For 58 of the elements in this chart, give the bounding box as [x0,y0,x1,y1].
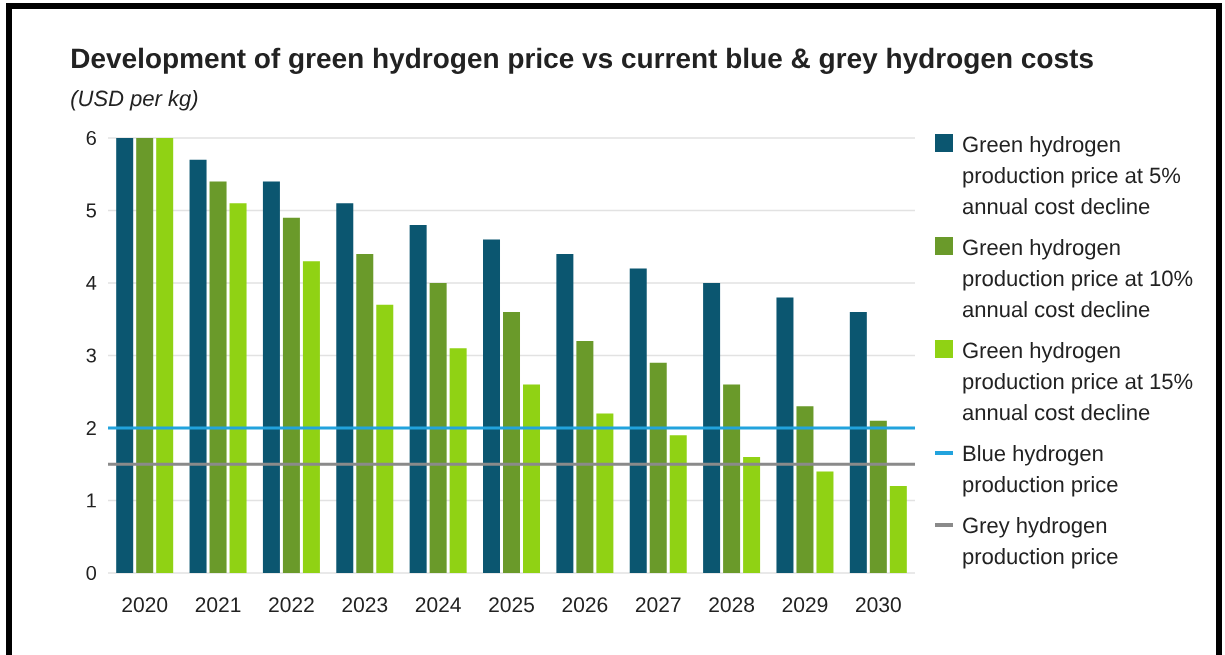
x-tick-label: 2026 [562,597,608,613]
bar [576,340,594,573]
legend-label: Grey hydrogen production price [963,517,1118,569]
chart-subtitle: (USD per kg) [71,90,198,111]
bar [816,471,834,573]
x-tick-label: 2025 [489,597,534,613]
bar [596,413,614,573]
x-tick-label: 2023 [342,597,388,613]
y-tick-label: 5 [86,203,96,218]
bar [409,224,427,573]
y-tick-label: 3 [86,348,96,363]
legend-label: Blue hydrogen production price [963,445,1118,497]
bar [282,217,300,573]
bar [703,282,721,573]
y-tick-label: 2 [86,421,96,435]
chart-title: Development of green hydrogen price vs current blue & grey hydrogen costs [72,47,1093,74]
bar [116,137,134,573]
y-tick-label: 6 [86,130,96,146]
bar [262,181,280,573]
x-tick-label: 2020 [122,597,168,613]
bar [136,137,154,573]
bar [449,348,467,573]
x-tick-label: 2022 [269,597,314,613]
x-tick-label: 2028 [709,597,755,613]
bar [849,311,867,573]
bar [629,268,647,573]
y-tick-label: 4 [86,276,97,290]
bar [743,456,761,573]
x-tick-label: 2024 [415,597,461,613]
bar [556,253,574,573]
bar [649,362,667,573]
bar [776,297,794,573]
bar [356,253,374,573]
bar [523,384,541,573]
legend-label: Green hydrogen production price at 10% annual cost decline [962,239,1193,318]
bar [889,485,907,573]
bar [302,261,320,573]
bar [483,239,501,573]
bar [229,203,247,573]
bar [669,435,687,573]
legend-label: Green hydrogen production price at 15% annual cost decline [962,342,1193,421]
bar [429,282,447,573]
x-tick-label: 2029 [782,597,828,613]
bar [723,384,741,573]
bar [156,137,174,573]
x-tick-label: 2027 [635,597,681,613]
bar [869,420,887,573]
bar [336,203,354,573]
bar [189,159,207,573]
y-tick-label: 1 [87,493,96,508]
bar [209,181,227,573]
bar [376,304,394,573]
y-tick-label: 0 [86,565,97,581]
bar [796,406,814,573]
legend-label: Green hydrogen production price at 5% annual cost decline [962,136,1181,215]
x-tick-label: 2030 [856,597,901,613]
x-tick-label: 2021 [195,597,241,613]
bar [503,311,521,573]
